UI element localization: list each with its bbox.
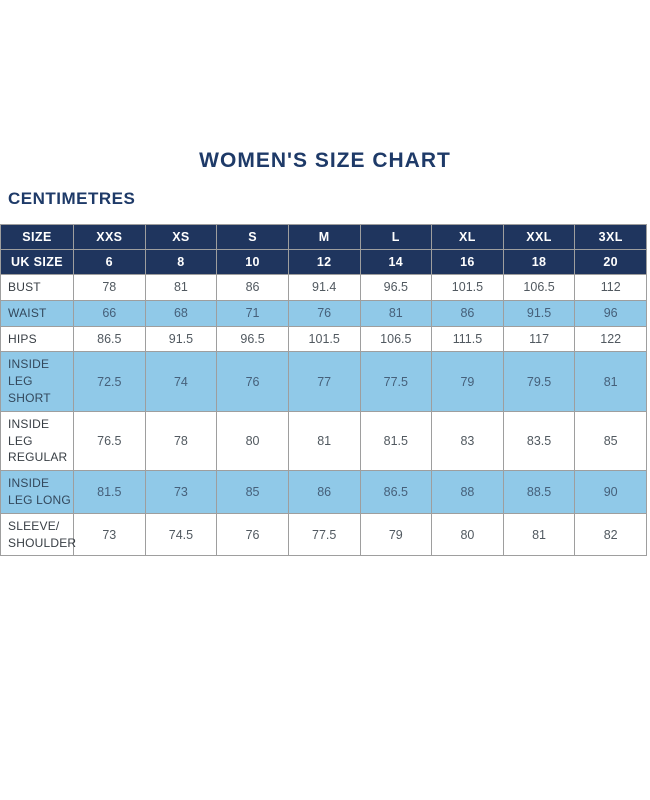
- row-label: INSIDE LEG LONG: [0, 470, 74, 514]
- value-cell: 81: [287, 410, 361, 472]
- size-chart-table: SIZE XXS XS S M L XL XXL 3XL UK SIZE 6 8 10 12 14 16 18 2…: [0, 224, 647, 557]
- header-cell: 3XL: [574, 224, 647, 250]
- header-cell: XXL: [502, 224, 576, 250]
- header-cell: 20: [574, 249, 647, 275]
- table-row: HIPS 86.5 91.5 96.5 101.5 106.5 111.5 117 122: [0, 325, 647, 353]
- table-row: INSIDE LEG LONG 81.5 73 85 86 86.5 88 88.5 90: [0, 470, 647, 514]
- value-cell: 80: [216, 410, 289, 472]
- header-row-uk-size: UK SIZE 6 8 10 12 14 16 18 20: [0, 249, 647, 275]
- header-cell: XXS: [73, 224, 146, 250]
- value-cell: 96.5: [216, 325, 289, 353]
- value-cell: 82: [574, 512, 647, 557]
- value-cell: 86.5: [359, 470, 433, 514]
- table-row: BUST 78 81 86 91.4 96.5 101.5 106.5 112: [0, 274, 647, 301]
- value-cell: 106.5: [502, 274, 576, 301]
- value-cell: 81.5: [359, 410, 433, 472]
- header-cell: XS: [144, 224, 218, 250]
- header-label-cell: SIZE: [0, 224, 74, 250]
- value-cell: 73: [73, 512, 146, 557]
- value-cell: 79: [431, 351, 504, 412]
- header-cell: 6: [73, 249, 146, 275]
- value-cell: 71: [216, 299, 289, 327]
- value-cell: 80: [431, 512, 504, 557]
- value-cell: 74.5: [144, 512, 218, 557]
- value-cell: 77.5: [359, 351, 433, 412]
- value-cell: 90: [574, 470, 647, 514]
- value-cell: 91.4: [287, 274, 361, 301]
- size-chart-body: BUST 78 81 86 91.4 96.5 101.5 106.5 112 WAIST 66 68…: [0, 274, 647, 557]
- value-cell: 91.5: [502, 299, 576, 327]
- value-cell: 79.5: [502, 351, 576, 412]
- value-cell: 77: [287, 351, 361, 412]
- value-cell: 78: [144, 410, 218, 472]
- value-cell: 86: [287, 470, 361, 514]
- header-label-cell: UK SIZE: [0, 249, 74, 275]
- value-cell: 88.5: [502, 470, 576, 514]
- row-label: INSIDE LEG SHORT: [0, 351, 74, 412]
- header-cell: 10: [216, 249, 289, 275]
- value-cell: 96.5: [359, 274, 433, 301]
- table-row: INSIDE LEG REGULAR 76.5 78 80 81 81.5 83 83.5 85: [0, 410, 647, 472]
- value-cell: 77.5: [287, 512, 361, 557]
- header-cell: 12: [287, 249, 361, 275]
- header-cell: XL: [431, 224, 504, 250]
- table-row: WAIST 66 68 71 76 81 86 91.5 96: [0, 299, 647, 327]
- value-cell: 68: [144, 299, 218, 327]
- value-cell: 86: [216, 274, 289, 301]
- value-cell: 86: [431, 299, 504, 327]
- value-cell: 91.5: [144, 325, 218, 353]
- value-cell: 112: [574, 274, 647, 301]
- value-cell: 86.5: [73, 325, 146, 353]
- page-title: WOMEN'S SIZE CHART: [199, 149, 451, 172]
- value-cell: 83: [431, 410, 504, 472]
- row-label: WAIST: [0, 299, 74, 327]
- size-chart-header: SIZE XXS XS S M L XL XXL 3XL UK SIZE 6 8 10 12 14 16 18 2…: [0, 224, 647, 275]
- value-cell: 81: [144, 274, 218, 301]
- header-cell: 8: [144, 249, 218, 275]
- value-cell: 66: [73, 299, 146, 327]
- header-cell: 14: [359, 249, 433, 275]
- value-cell: 96: [574, 299, 647, 327]
- table-row: INSIDE LEG SHORT 72.5 74 76 77 77.5 79 79.5 81: [0, 351, 647, 412]
- value-cell: 81: [359, 299, 433, 327]
- header-cell: 16: [431, 249, 504, 275]
- value-cell: 88: [431, 470, 504, 514]
- value-cell: 78: [73, 274, 146, 301]
- value-cell: 81: [574, 351, 647, 412]
- unit-label: CENTIMETRES: [8, 189, 136, 208]
- value-cell: 76: [216, 512, 289, 557]
- value-cell: 111.5: [431, 325, 504, 353]
- value-cell: 85: [574, 410, 647, 472]
- row-label: INSIDE LEG REGULAR: [0, 410, 74, 472]
- value-cell: 81: [502, 512, 576, 557]
- value-cell: 101.5: [431, 274, 504, 301]
- value-cell: 83.5: [502, 410, 576, 472]
- value-cell: 85: [216, 470, 289, 514]
- value-cell: 101.5: [287, 325, 361, 353]
- value-cell: 76.5: [73, 410, 146, 472]
- value-cell: 81.5: [73, 470, 146, 514]
- value-cell: 73: [144, 470, 218, 514]
- table-row: SLEEVE/​SHOULDER 73 74.5 76 77.5 79 80 81 82: [0, 512, 647, 557]
- header-cell: L: [359, 224, 433, 250]
- row-label: SLEEVE/​SHOULDER: [0, 512, 76, 557]
- header-row-size: SIZE XXS XS S M L XL XXL 3XL: [0, 224, 647, 250]
- value-cell: 106.5: [359, 325, 433, 353]
- row-label: BUST: [0, 274, 74, 301]
- header-cell: S: [216, 224, 289, 250]
- value-cell: 74: [144, 351, 218, 412]
- value-cell: 122: [574, 325, 647, 353]
- value-cell: 79: [359, 512, 433, 557]
- header-cell: 18: [502, 249, 576, 275]
- header-cell: M: [287, 224, 361, 250]
- row-label: HIPS: [0, 325, 74, 353]
- value-cell: 117: [502, 325, 576, 353]
- value-cell: 76: [216, 351, 289, 412]
- value-cell: 76: [287, 299, 361, 327]
- value-cell: 72.5: [73, 351, 146, 412]
